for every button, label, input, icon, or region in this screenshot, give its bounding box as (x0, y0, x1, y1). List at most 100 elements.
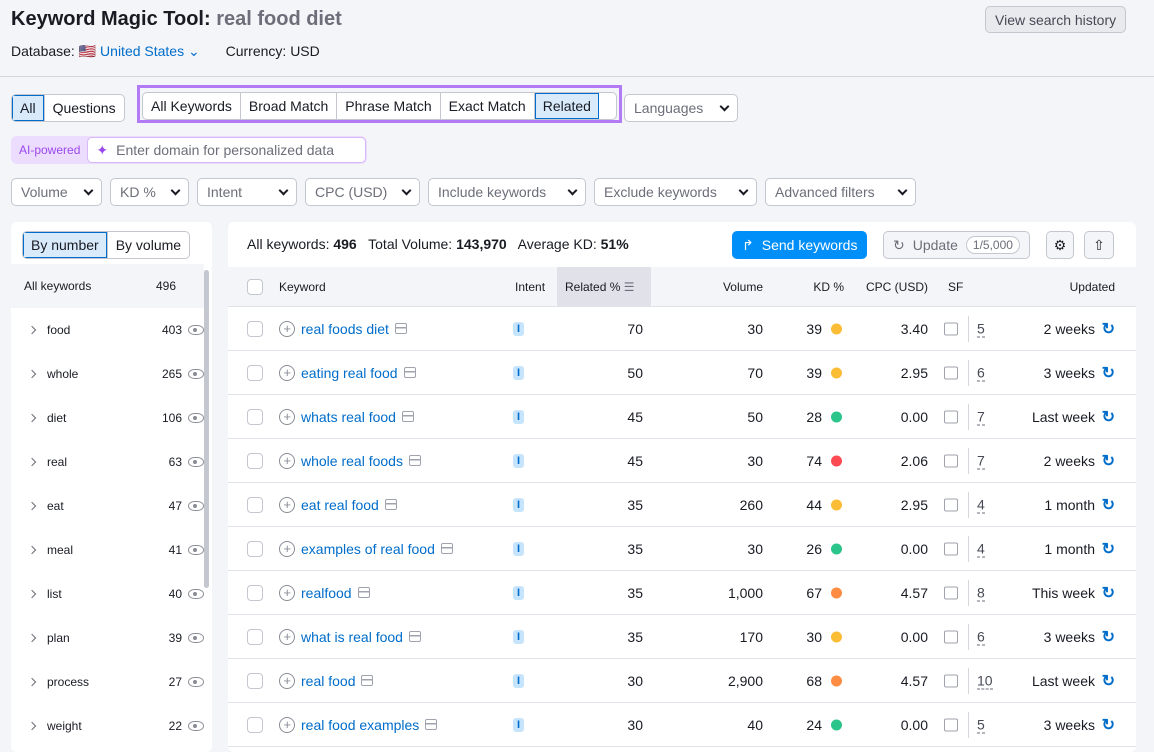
keyword-group-item[interactable]: list 40 (11, 572, 204, 616)
keyword-link[interactable]: whole real foods (301, 452, 403, 469)
keyword-link[interactable]: real foods diet (301, 320, 389, 337)
eye-icon[interactable] (188, 413, 204, 423)
eye-icon[interactable] (188, 545, 204, 555)
keyword-group-item[interactable]: eat 47 (11, 484, 204, 528)
tab-related[interactable]: Related (533, 93, 599, 119)
tab-exact-match[interactable]: Exact Match (439, 93, 534, 119)
chevron-right-icon[interactable] (27, 721, 37, 731)
col-cpc[interactable]: CPC (USD) (866, 279, 928, 294)
scrollbar[interactable] (204, 270, 209, 588)
keyword-link[interactable]: real food examples (301, 716, 420, 733)
serp-icon[interactable] (440, 543, 453, 554)
tab-broad-match[interactable]: Broad Match (239, 93, 336, 119)
row-checkbox[interactable] (247, 540, 263, 557)
eye-icon[interactable] (188, 633, 204, 643)
row-checkbox[interactable] (247, 320, 263, 337)
refresh-icon[interactable]: ↻ (1101, 496, 1115, 514)
col-keyword[interactable]: Keyword (279, 279, 326, 294)
by-volume-button[interactable]: By volume (106, 232, 189, 258)
serp-icon[interactable] (384, 499, 397, 510)
chevron-right-icon[interactable] (27, 589, 37, 599)
row-checkbox[interactable] (247, 672, 263, 689)
keyword-link[interactable]: examples of real food (301, 540, 435, 557)
serp-features-icon[interactable] (944, 410, 958, 423)
chevron-right-icon[interactable] (27, 413, 37, 423)
add-to-list-icon[interactable]: + (279, 452, 295, 469)
row-checkbox[interactable] (247, 408, 263, 425)
refresh-icon[interactable]: ↻ (1101, 628, 1115, 646)
add-to-list-icon[interactable]: + (279, 320, 295, 337)
col-volume[interactable]: Volume (722, 279, 763, 294)
add-to-list-icon[interactable]: + (279, 540, 295, 557)
keyword-group-item[interactable]: whole 265 (11, 352, 204, 396)
filter-include-keywords[interactable]: Include keywords (428, 178, 586, 206)
row-checkbox[interactable] (247, 452, 263, 469)
serp-icon[interactable] (408, 631, 421, 642)
keyword-link[interactable]: whats real food (301, 408, 396, 425)
by-number-button[interactable]: By number (23, 232, 107, 258)
row-checkbox[interactable] (247, 496, 263, 513)
send-keywords-button[interactable]: ↱ Send keywords (732, 231, 868, 259)
chevron-right-icon[interactable] (27, 501, 37, 511)
tab-all[interactable]: All (12, 95, 44, 121)
domain-input[interactable]: ✦ Enter domain for personalized data (87, 137, 366, 163)
keyword-group-item[interactable]: weight 22 (11, 704, 204, 748)
languages-dropdown[interactable]: Languages (624, 94, 738, 122)
serp-features-icon[interactable] (944, 498, 958, 511)
serp-features-icon[interactable] (944, 630, 958, 643)
serp-icon[interactable] (394, 323, 407, 334)
add-to-list-icon[interactable]: + (279, 496, 295, 513)
serp-features-icon[interactable] (944, 454, 958, 467)
eye-icon[interactable] (188, 325, 204, 335)
sf-count[interactable]: 5 (977, 716, 985, 733)
tab-questions[interactable]: Questions (43, 95, 124, 121)
col-sf[interactable]: SF (948, 279, 964, 294)
chevron-right-icon[interactable] (27, 325, 37, 335)
database-select[interactable]: United States (100, 43, 185, 59)
sf-count[interactable]: 6 (977, 364, 985, 381)
eye-icon[interactable] (188, 677, 204, 687)
serp-icon[interactable] (401, 411, 414, 422)
keyword-group-item[interactable]: process 27 (11, 660, 204, 704)
sf-count[interactable]: 10 (977, 672, 993, 689)
chevron-right-icon[interactable] (27, 677, 37, 687)
serp-icon[interactable] (403, 367, 416, 378)
add-to-list-icon[interactable]: + (279, 364, 295, 381)
col-intent[interactable]: Intent (515, 279, 546, 294)
col-related[interactable]: Related % ☰ (565, 279, 635, 294)
filter-cpc[interactable]: CPC (USD) (305, 178, 420, 206)
eye-icon[interactable] (188, 501, 204, 511)
keyword-link[interactable]: realfood (301, 584, 352, 601)
filter-intent[interactable]: Intent (197, 178, 297, 206)
filter-kd[interactable]: KD % (110, 178, 189, 206)
serp-features-icon[interactable] (944, 322, 958, 335)
tab-phrase-match[interactable]: Phrase Match (336, 93, 439, 119)
tab-all-keywords[interactable]: All Keywords (151, 98, 232, 114)
sf-count[interactable]: 6 (977, 628, 985, 645)
keyword-link[interactable]: eating real food (301, 364, 398, 381)
serp-icon[interactable] (425, 719, 438, 730)
select-all-checkbox[interactable] (247, 278, 263, 295)
serp-icon[interactable] (408, 455, 421, 466)
add-to-list-icon[interactable]: + (279, 672, 295, 689)
keyword-group-item[interactable]: food 403 (11, 308, 204, 352)
eye-icon[interactable] (188, 457, 204, 467)
serp-features-icon[interactable] (944, 366, 958, 379)
refresh-icon[interactable]: ↻ (1101, 320, 1115, 338)
add-to-list-icon[interactable]: + (279, 584, 295, 601)
refresh-icon[interactable]: ↻ (1101, 364, 1115, 382)
row-checkbox[interactable] (247, 364, 263, 381)
keyword-link[interactable]: eat real food (301, 496, 379, 513)
refresh-icon[interactable]: ↻ (1101, 584, 1115, 602)
keyword-group-item[interactable]: real 63 (11, 440, 204, 484)
all-keywords-group[interactable]: All keywords 496 (11, 264, 204, 308)
sf-count[interactable]: 4 (977, 496, 985, 513)
sf-count[interactable]: 7 (977, 408, 985, 425)
settings-button[interactable]: ⚙ (1046, 231, 1074, 259)
refresh-icon[interactable]: ↻ (1101, 452, 1115, 470)
serp-features-icon[interactable] (944, 674, 958, 687)
view-search-history-button[interactable]: View search history (985, 6, 1127, 33)
row-checkbox[interactable] (247, 628, 263, 645)
chevron-right-icon[interactable] (27, 457, 37, 467)
row-checkbox[interactable] (247, 716, 263, 733)
